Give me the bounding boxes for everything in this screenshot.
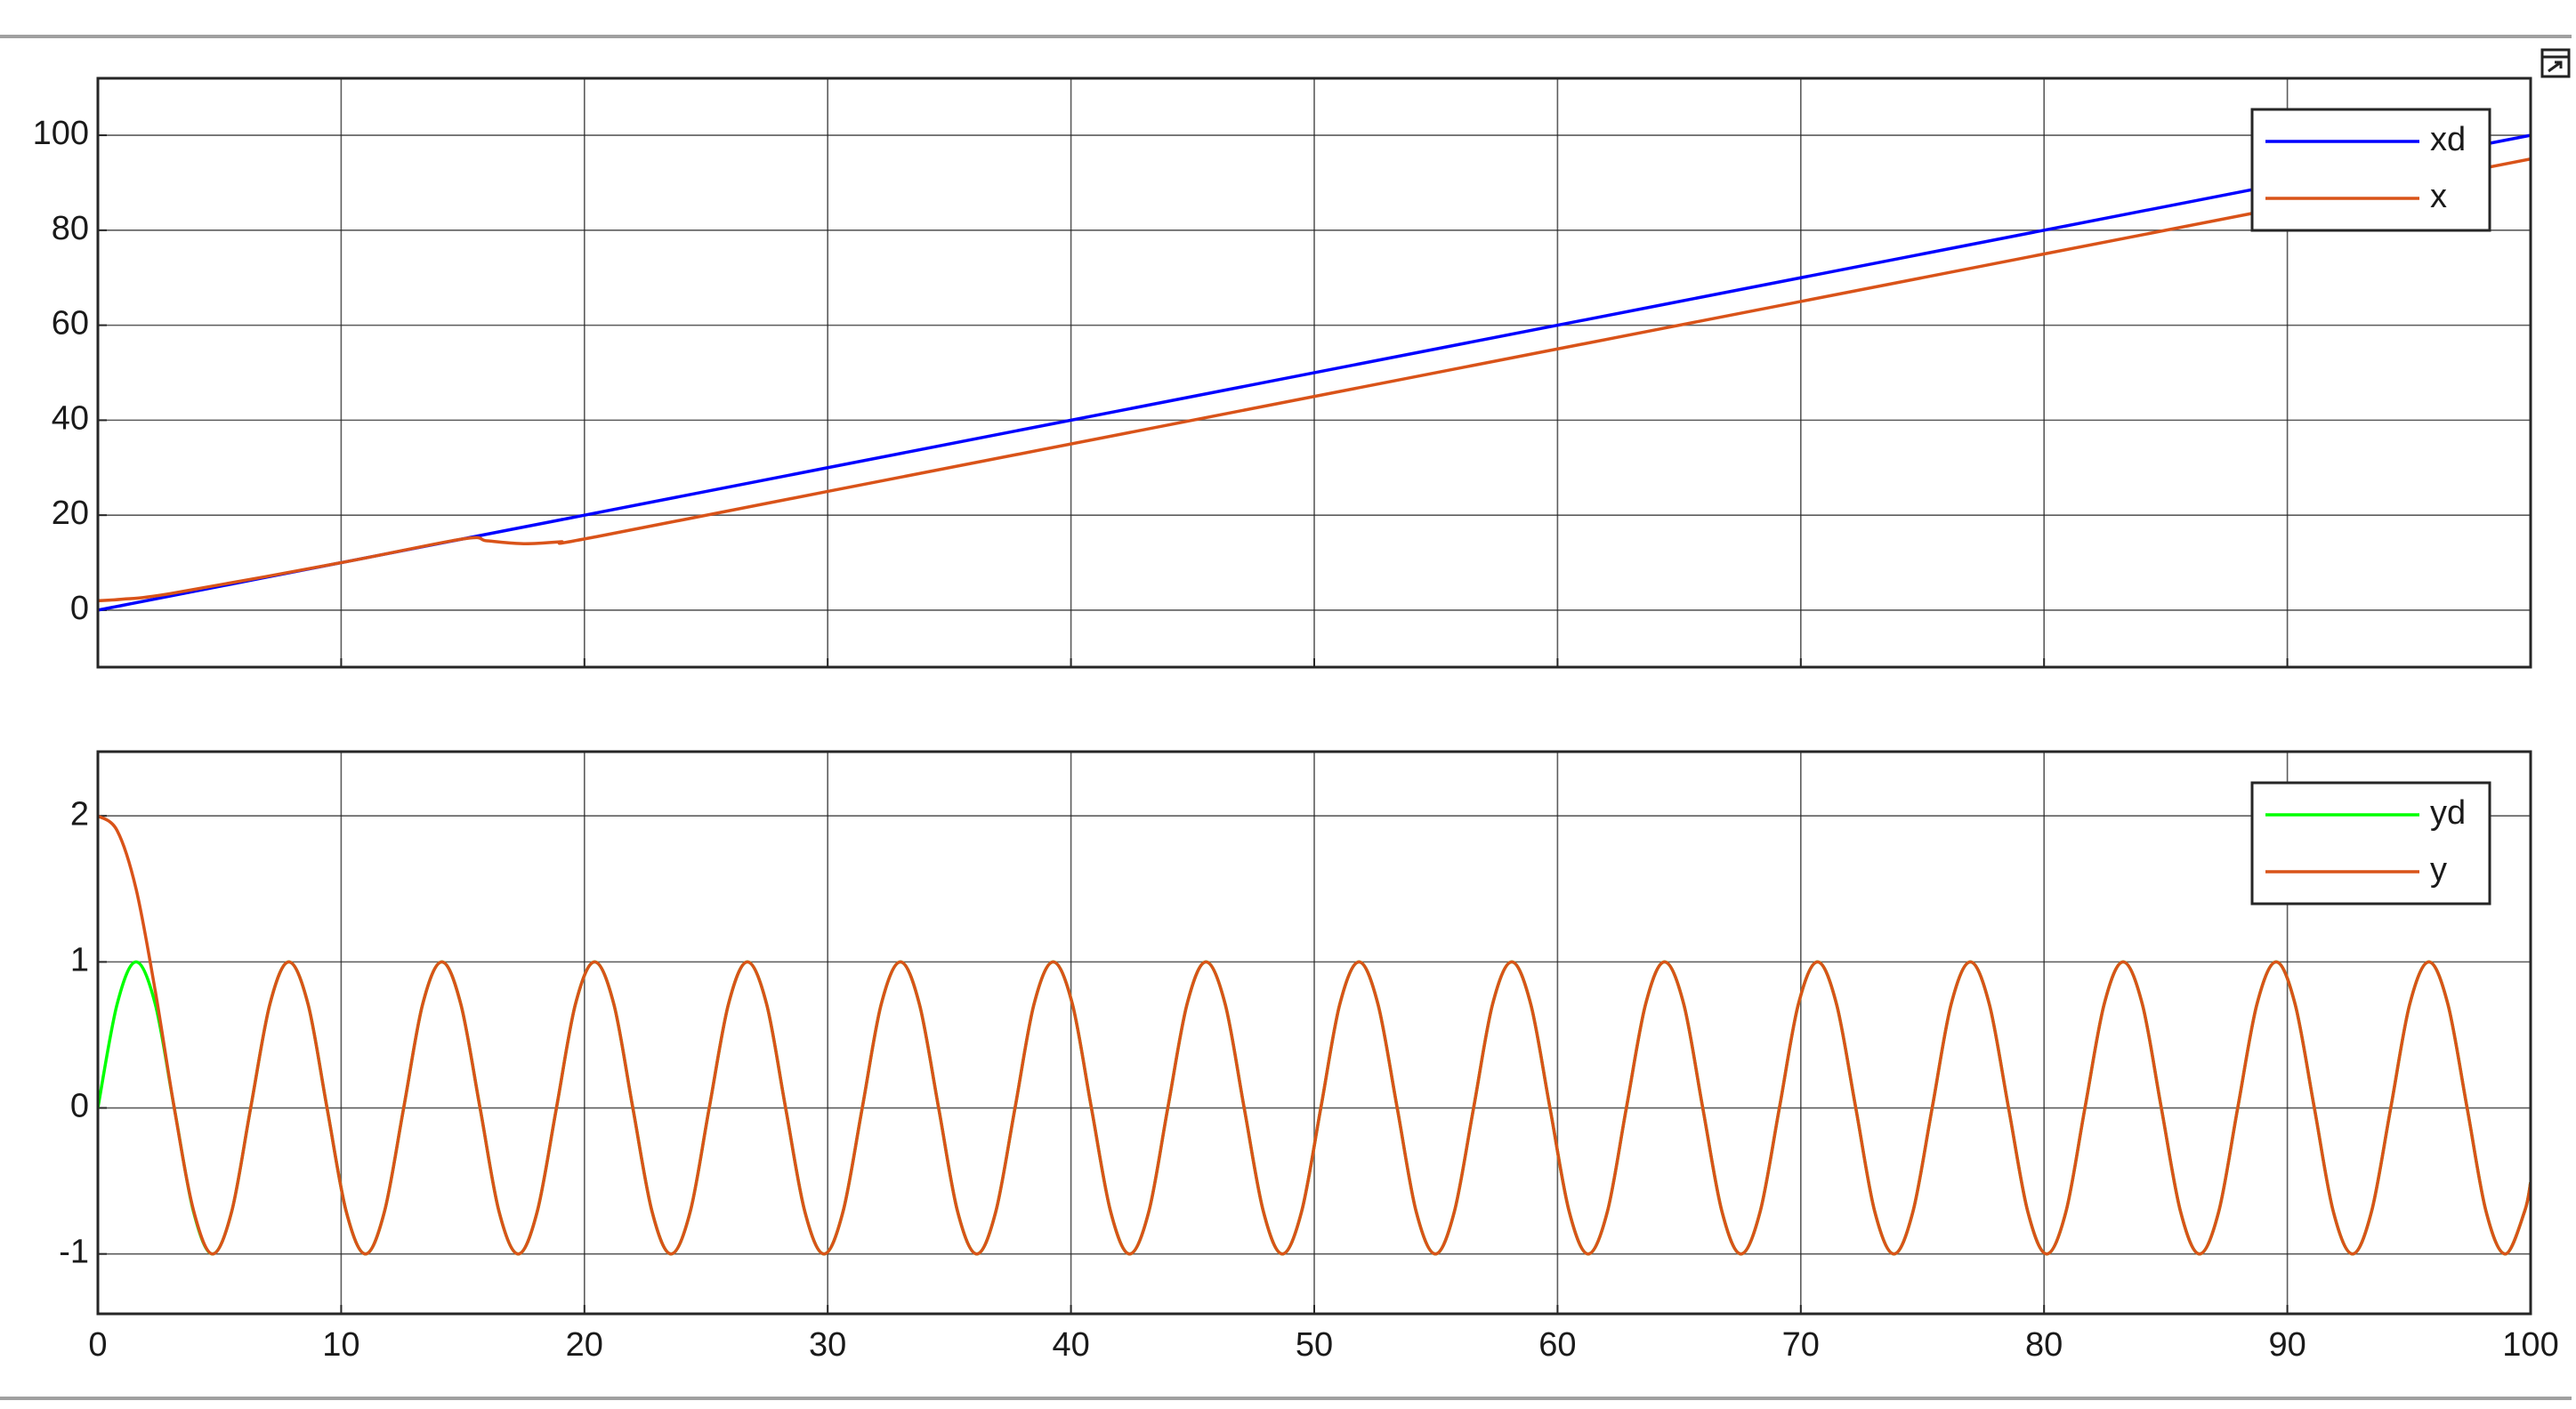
series-line	[98, 157, 2531, 603]
legend: xd x	[2250, 108, 2491, 232]
series-group	[98, 814, 2531, 1256]
axes: 0 20 40 60 80 100 xd x	[33, 76, 2532, 669]
axes-box	[96, 750, 2532, 1316]
y-tick-label: 60	[52, 305, 89, 342]
x-tick-label: 80	[2025, 1326, 2063, 1364]
y-tick-label: 80	[52, 210, 89, 247]
y-tick-label: 100	[33, 115, 89, 152]
y-tick-label: 40	[52, 399, 89, 437]
y-tick-label: 0	[70, 1088, 89, 1125]
icon-arrow	[2548, 60, 2563, 73]
legend: yd y	[2250, 781, 2491, 906]
axes: 0 10 20 30 40 50 60 70 80 90 100 -1 0 1 2 yd y	[59, 750, 2559, 1364]
axes-box	[96, 76, 2532, 669]
undock-icon[interactable]	[2540, 48, 2571, 78]
legend-label: xd	[2430, 121, 2466, 158]
y-tick-label: 0	[70, 590, 89, 627]
series-group	[98, 133, 2531, 612]
y-tick-label: -1	[59, 1234, 89, 1271]
legend-label: yd	[2430, 794, 2466, 832]
x-tick-label: 50	[1296, 1326, 1333, 1364]
x-tick-label: 20	[566, 1326, 603, 1364]
x-tick-label: 0	[88, 1326, 107, 1364]
x-tick-label: 10	[322, 1326, 359, 1364]
y-tick-label: 20	[52, 495, 89, 532]
y-tick-label: 2	[70, 795, 89, 833]
x-tick-label: 30	[809, 1326, 846, 1364]
x-tick-label: 60	[1538, 1326, 1576, 1364]
legend-label: y	[2430, 851, 2447, 889]
legend-box	[2250, 108, 2491, 232]
x-tick-label: 70	[1782, 1326, 1820, 1364]
series-line	[98, 814, 2531, 1256]
legend-box	[2250, 781, 2491, 906]
x-tick-label: 40	[1052, 1326, 1089, 1364]
x-tick-label: 100	[2502, 1326, 2558, 1364]
x-tick-label: 90	[2268, 1326, 2305, 1364]
legend-label: x	[2430, 178, 2447, 215]
y-tick-label: 1	[70, 941, 89, 978]
